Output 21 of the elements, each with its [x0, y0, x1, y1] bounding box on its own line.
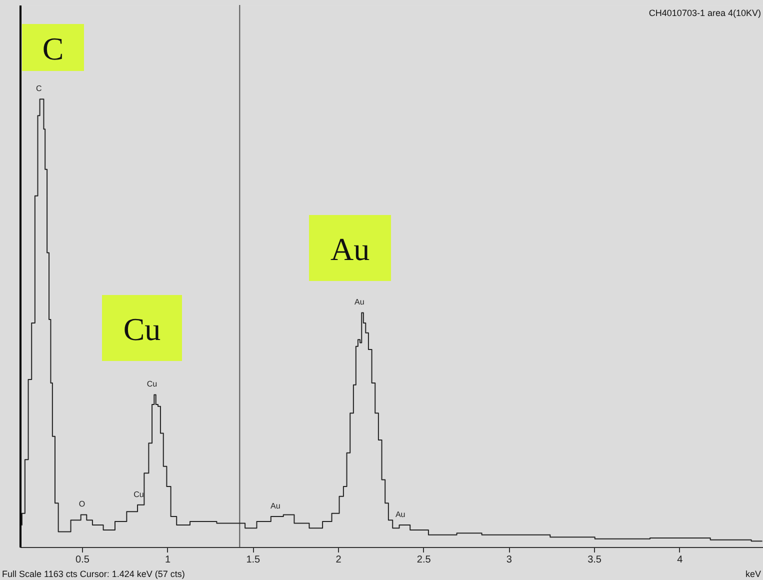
annotation: Au	[354, 298, 364, 307]
annotation: C	[36, 84, 42, 94]
annotation: Cu	[134, 490, 144, 499]
annotation: Au	[395, 510, 406, 520]
x-tick-label: 2	[336, 554, 342, 566]
x-axis-title: keV	[745, 569, 761, 579]
x-tick-label: 2.5	[416, 554, 432, 566]
annotation: Cu	[123, 311, 161, 347]
x-tick-label: 4	[677, 554, 684, 566]
x-tick-label: 3	[506, 554, 512, 566]
chart-subtitle: CH4010703-1 area 4(10KV)	[648, 8, 761, 18]
x-tick-label: 3.5	[588, 554, 602, 566]
text: C	[42, 30, 64, 66]
annotation: O	[78, 500, 86, 509]
text: Full Scale 1163 cts Cursor: 1.424 keV (57 cts)	[2, 569, 185, 579]
annotation: Au	[330, 231, 370, 267]
annotation: Cu	[146, 380, 158, 389]
x-tick-label: 1.5	[246, 554, 261, 566]
x-tick-label: 1	[165, 554, 172, 566]
x-tick-label: 0.5	[76, 554, 90, 566]
annotation: Au	[270, 502, 280, 511]
